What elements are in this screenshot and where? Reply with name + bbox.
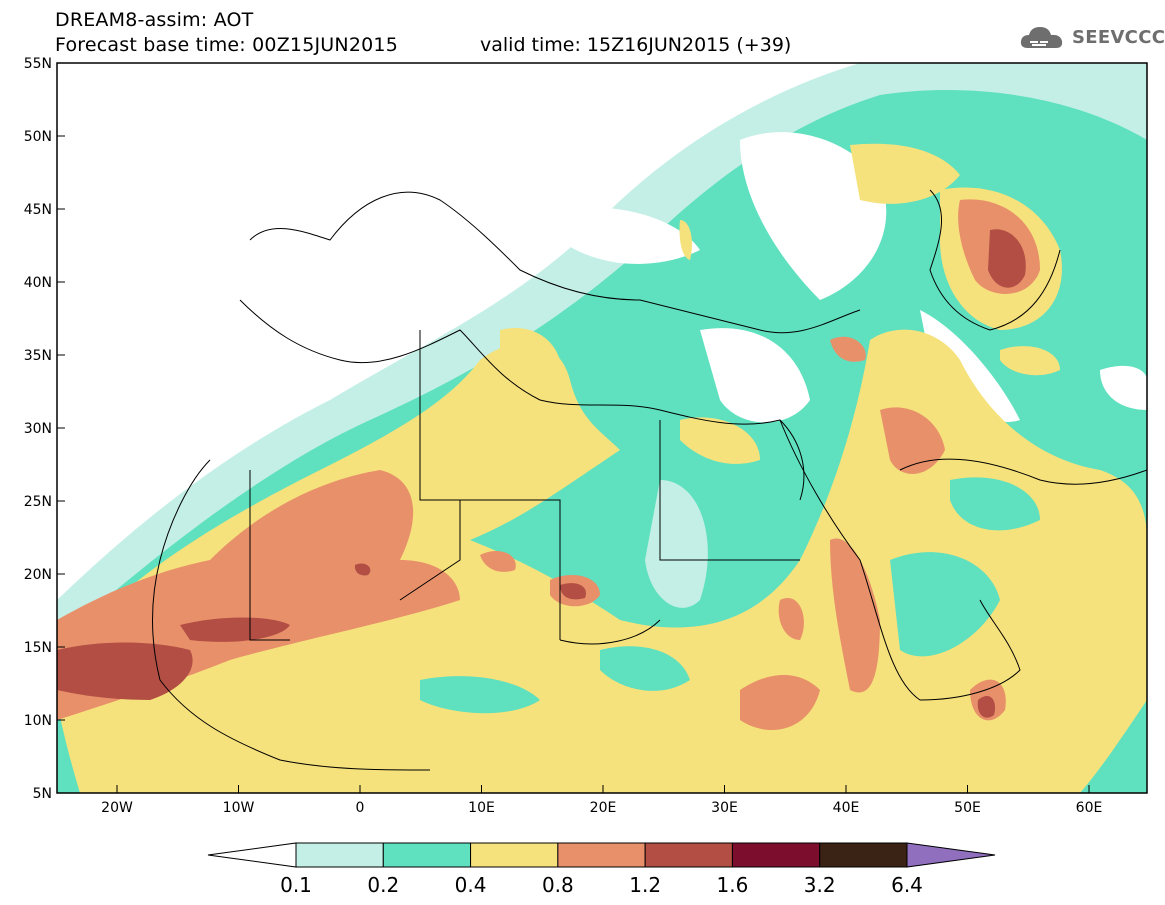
forecast-base-time: Forecast base time: 00Z15JUN2015 xyxy=(55,34,398,56)
lat-tick-label: 10N xyxy=(24,713,52,729)
lon-tick-label: 20W xyxy=(101,800,133,816)
lon-tick-label: 10E xyxy=(468,800,495,816)
lat-tick-label: 15N xyxy=(24,640,52,656)
logo-text: SEEVCCC xyxy=(1072,26,1165,48)
colorbar-label: 0.2 xyxy=(367,873,399,897)
aot-field xyxy=(57,63,1147,793)
colorbar-label: 3.2 xyxy=(804,873,836,897)
seevccc-logo: SEEVCCC xyxy=(1018,20,1165,54)
lat-tick-label: 45N xyxy=(24,202,52,218)
latitude-axis: 55N 50N 45N 40N 35N 30N 25N 20N 15N 10N 5N xyxy=(24,56,65,802)
aot-band-0-4 xyxy=(57,329,1147,793)
lon-tick-label: 20E xyxy=(590,800,617,816)
map-title: DREAM8-assim: AOT xyxy=(55,9,254,31)
colorbar: 0.1 0.2 0.4 0.8 1.2 1.6 3.2 6.4 xyxy=(207,842,996,897)
colorbar-box xyxy=(557,842,646,868)
colorbar-label: 0.8 xyxy=(542,873,574,897)
lat-tick-label: 5N xyxy=(33,786,52,802)
colorbar-label: 0.4 xyxy=(455,873,487,897)
colorbar-label: 6.4 xyxy=(891,873,923,897)
cloud-logo-icon xyxy=(1020,27,1063,48)
lon-tick-label: 60E xyxy=(1076,800,1103,816)
aot-band-1-2 xyxy=(57,229,1026,718)
colorbar-box xyxy=(731,842,821,868)
aot-band-0-1 xyxy=(645,480,708,608)
coastlines xyxy=(152,189,1147,771)
colorbar-box xyxy=(644,842,733,868)
aot-band-0-2 xyxy=(420,477,1040,714)
colorbar-box xyxy=(382,842,472,868)
lon-tick-label: 40E xyxy=(833,800,860,816)
colorbar-over-triangle xyxy=(906,842,996,868)
colorbar-box xyxy=(470,842,559,868)
lat-tick-label: 50N xyxy=(24,129,52,145)
colorbar-under-triangle xyxy=(207,842,297,868)
longitude-axis: 20W 10W 0 10E 20E 30E 40E 50E 60E xyxy=(101,785,1102,816)
lat-tick-label: 30N xyxy=(24,421,52,437)
lat-tick-label: 35N xyxy=(24,348,52,364)
valid-time: valid time: 15Z16JUN2015 (+39) xyxy=(480,34,792,56)
lon-tick-label: 0 xyxy=(356,800,365,816)
lat-tick-label: 55N xyxy=(24,56,52,72)
clean-air-areas xyxy=(57,63,1147,590)
lon-tick-label: 10W xyxy=(223,800,255,816)
colorbar-box xyxy=(295,842,384,868)
lon-tick-label: 50E xyxy=(954,800,981,816)
lat-tick-label: 20N xyxy=(24,567,52,583)
colorbar-label: 1.6 xyxy=(717,873,749,897)
colorbar-label: 1.2 xyxy=(629,873,661,897)
lon-tick-label: 30E xyxy=(711,800,738,816)
lat-tick-label: 40N xyxy=(24,275,52,291)
colorbar-box xyxy=(819,842,908,868)
colorbar-label: 0.1 xyxy=(280,873,312,897)
lat-tick-label: 25N xyxy=(24,494,52,510)
